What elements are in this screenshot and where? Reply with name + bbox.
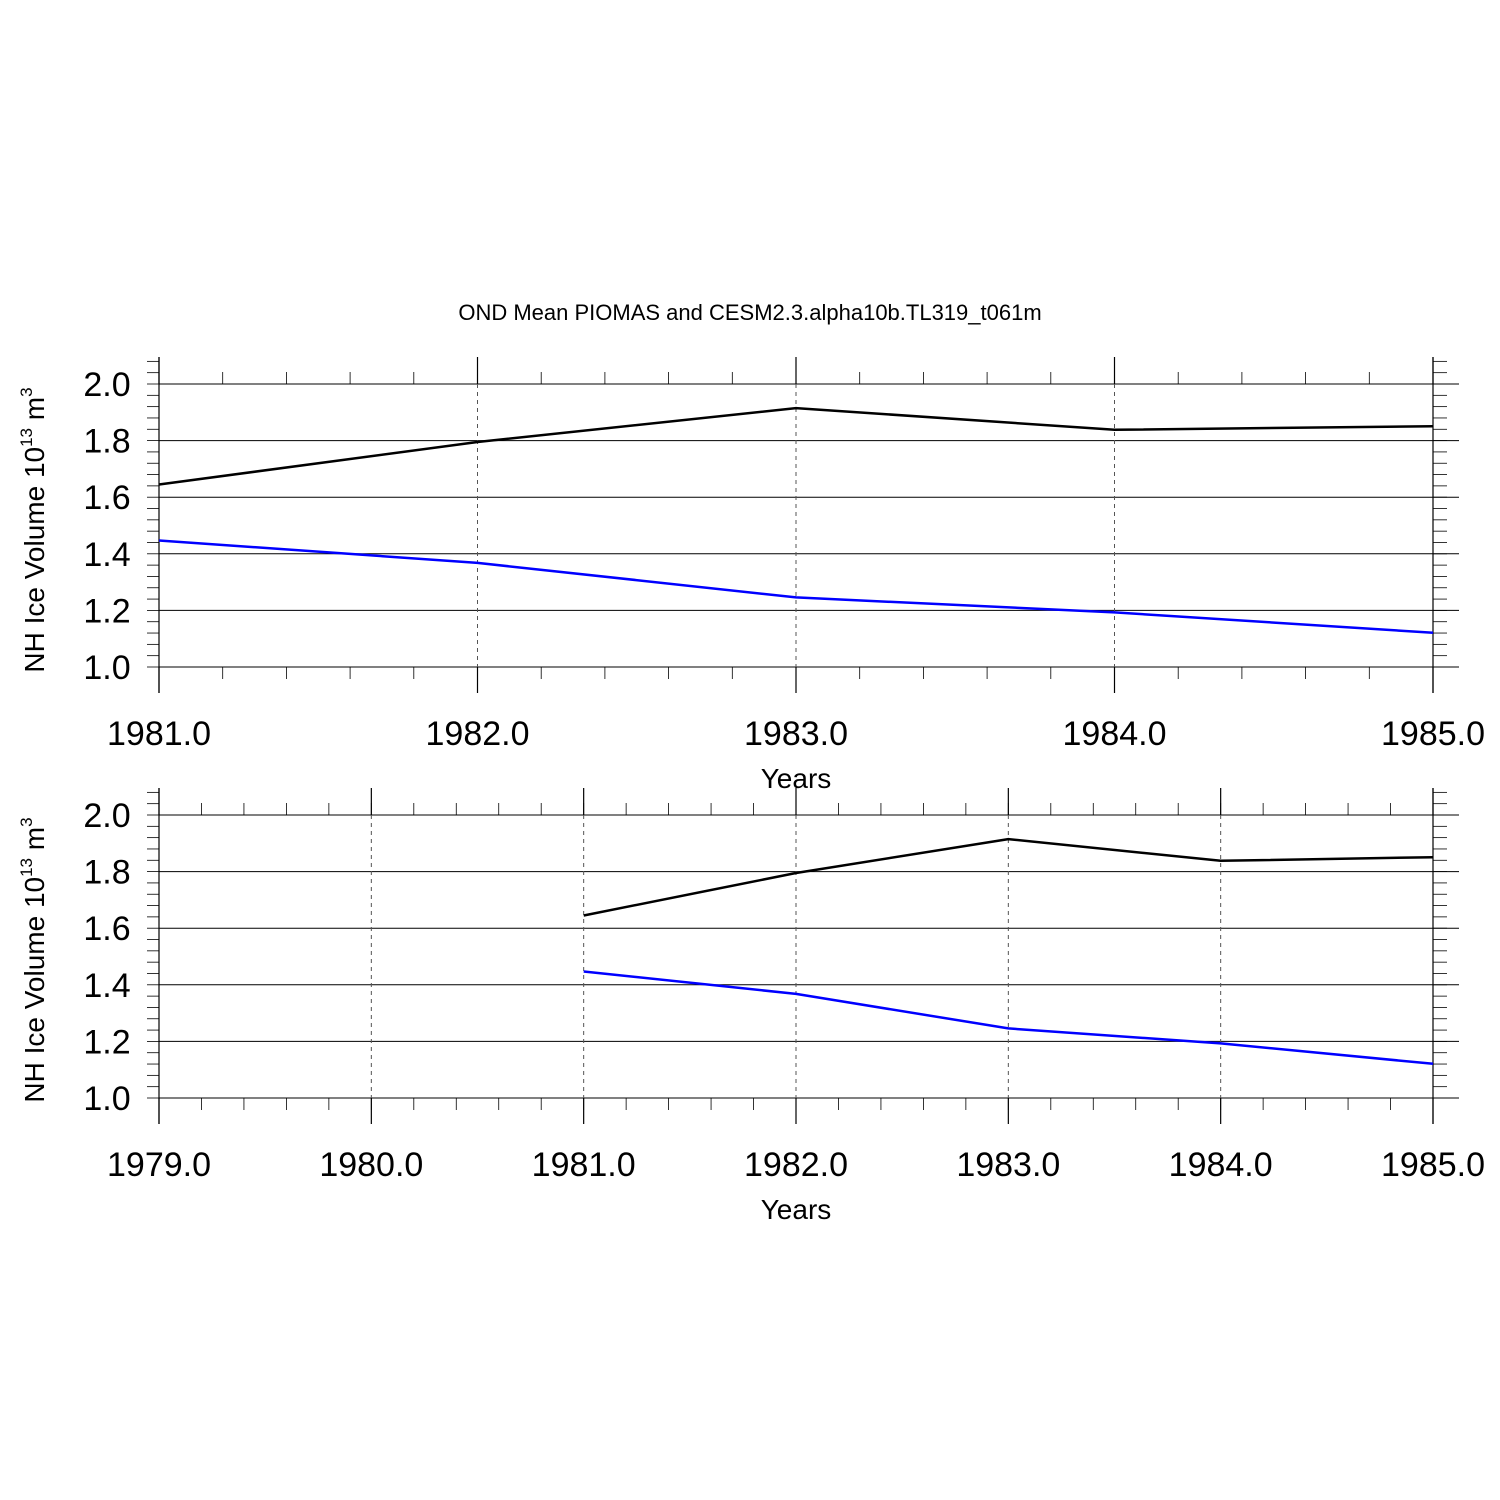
y-tick-label: 1.6 [83, 479, 130, 517]
x-tick-label: 1985.0 [1381, 1146, 1485, 1184]
black-series-line [583, 837, 1434, 917]
x-tick-label: 1983.0 [744, 715, 848, 753]
y-axis-title: NH Ice Volume 1013 m3 [17, 387, 50, 672]
y-axis-title-sup2: 3 [17, 387, 36, 396]
y-tick-label: 1.8 [83, 423, 130, 461]
x-tick-label: 1981.0 [107, 715, 211, 753]
x-tick-label: 1983.0 [956, 1146, 1060, 1184]
x-tick-label: 1984.0 [1169, 1146, 1273, 1184]
x-tick-label: 1982.0 [744, 1146, 848, 1184]
y-tick-label: 1.2 [83, 1023, 130, 1061]
x-tick-label: 1980.0 [319, 1146, 423, 1184]
y-axis-title-unit: m [19, 827, 50, 858]
x-tick-label: 1979.0 [107, 1146, 211, 1184]
x-axis-title: Years [761, 1194, 832, 1225]
y-axis-title: NH Ice Volume 1013 m3 [17, 817, 50, 1102]
y-axis-title-sup1: 13 [17, 428, 36, 447]
top-panel: 1.0 1.2 1.4 1.6 1.8 2.0 1981.0 1982.0 1983.0 1984… [17, 357, 1485, 794]
figure-title: OND Mean PIOMAS and CESM2.3.alpha10b.TL3… [458, 300, 1041, 325]
y-tick-label: 2.0 [83, 797, 130, 835]
bottom-panel: 1.0 1.2 1.4 1.6 1.8 2.0 1979.0 1980.0 1981.0 1982… [17, 788, 1485, 1225]
y-tick-label: 2.0 [83, 366, 130, 404]
y-axis-title-unit: m [19, 397, 50, 428]
y-tick-label: 1.2 [83, 592, 130, 630]
y-tick-label: 1.4 [83, 536, 130, 574]
x-tick-label: 1985.0 [1381, 715, 1485, 753]
y-axis-title-text: NH Ice Volume 10 [19, 877, 50, 1103]
y-tick-label: 1.8 [83, 854, 130, 892]
blue-series-line [583, 970, 1434, 1066]
x-tick-label: 1984.0 [1063, 715, 1167, 753]
y-tick-label: 1.0 [83, 1080, 130, 1118]
blue-series-line [158, 539, 1434, 635]
y-axis-title-text: NH Ice Volume 10 [19, 447, 50, 673]
x-tick-label: 1982.0 [426, 715, 530, 753]
y-axis-title-sup1: 13 [17, 858, 36, 877]
y-tick-label: 1.0 [83, 649, 130, 687]
black-series-line [158, 406, 1434, 486]
y-tick-label: 1.4 [83, 967, 130, 1005]
x-tick-label: 1981.0 [532, 1146, 636, 1184]
y-axis-title-sup2: 3 [17, 817, 36, 826]
y-tick-label: 1.6 [83, 910, 130, 948]
